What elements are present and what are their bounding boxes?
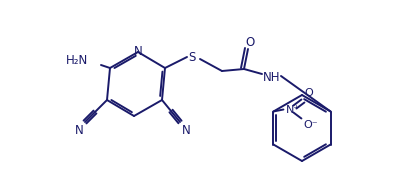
- Text: N: N: [182, 124, 190, 137]
- Text: H₂N: H₂N: [66, 53, 88, 66]
- Text: N: N: [75, 124, 83, 137]
- Text: NH: NH: [263, 70, 281, 83]
- Text: O⁻: O⁻: [303, 120, 318, 129]
- Text: O: O: [245, 36, 255, 49]
- Text: S: S: [188, 50, 196, 63]
- Text: O: O: [304, 87, 313, 97]
- Text: N: N: [134, 45, 142, 57]
- Text: N⁺: N⁺: [286, 104, 300, 114]
